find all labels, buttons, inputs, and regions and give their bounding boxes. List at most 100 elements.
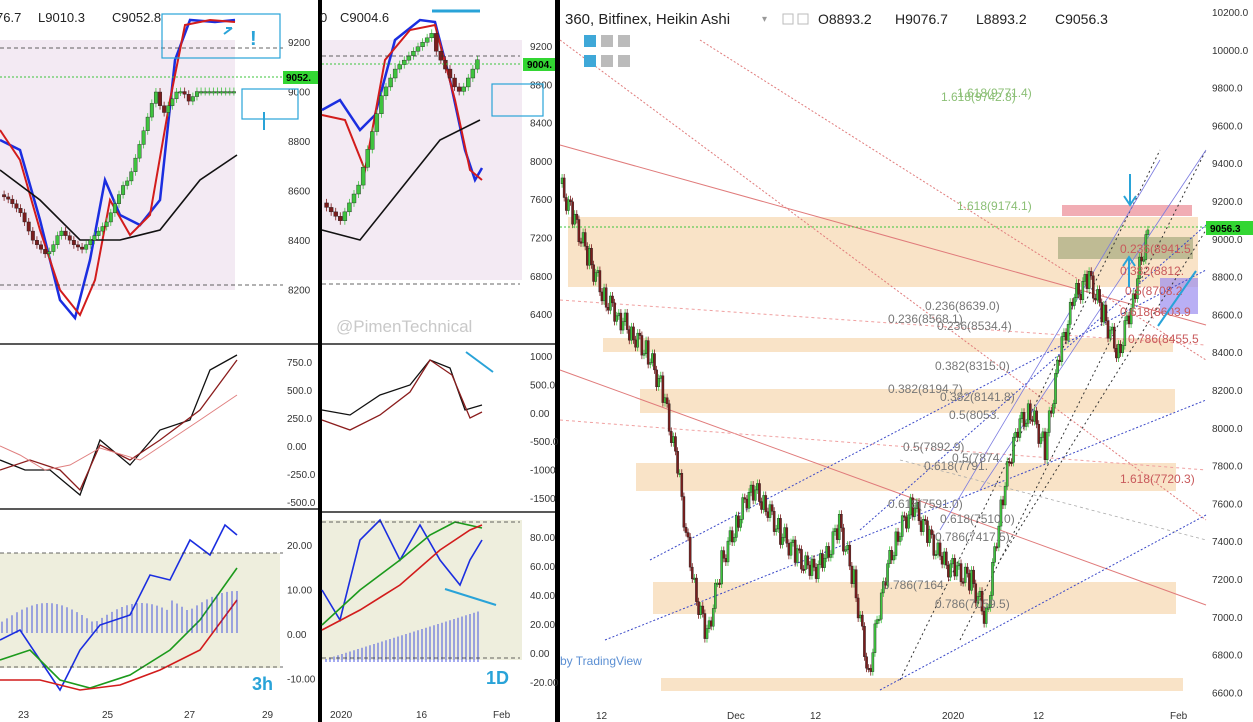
left-ma-line [0,154,238,241]
candle [338,216,343,221]
candle [814,567,818,579]
candle [39,244,43,250]
candle [903,515,906,518]
left-rsi-green [0,567,238,689]
candle [934,554,938,556]
candle [219,91,224,94]
left-rsi-tick: 10.00 [287,586,312,597]
fib-label: 0.5(8053. [949,408,1000,422]
candle [1102,304,1106,323]
trendline [559,369,1207,606]
left-indicators [0,18,238,692]
candle [984,607,988,624]
candle [351,193,357,204]
candle [365,149,370,168]
trendline [859,224,1207,531]
candle [730,530,734,543]
candle [938,542,942,557]
candle [804,555,807,570]
fib-label: 0.786(7164. [883,578,947,592]
candle [470,68,476,79]
candle [1043,431,1047,460]
candle [137,144,142,159]
mid-red-line [321,23,483,181]
candle [461,86,466,92]
mid-price-bg [322,40,522,280]
candle [999,499,1003,527]
main-price-tick: 9600.0 [1212,121,1243,132]
fib-label: 1.618(9771.4) [957,86,1032,100]
candle [718,582,721,585]
candle [1110,326,1114,331]
candle [1104,304,1108,322]
candle [611,295,614,304]
candle [636,332,639,348]
candle [1142,259,1146,262]
candle [919,520,923,532]
left-osc-line-2 [0,359,238,492]
candle [833,528,837,532]
mid-osc-tick: -1500 [530,494,556,505]
candle [1022,412,1026,427]
candle [741,497,744,520]
candle [613,302,616,322]
main-price-tag [1206,221,1253,235]
candle [665,397,669,404]
candle [947,564,950,578]
exclamation-icon: ! [250,28,257,50]
candle [932,534,936,556]
mid-osc-tick: 0.00 [530,409,550,420]
mid-ma-line [321,119,481,241]
left-red-line [0,18,236,317]
divider-main [555,0,560,722]
fib-label: 0.618(7510.0) [940,512,1015,526]
mid-osc-line [321,359,483,416]
mid-price-tick: 8800 [530,80,553,91]
candle [617,312,621,317]
candle [567,199,570,211]
candle [705,628,709,639]
candle [760,501,763,510]
mid-rsi-red [321,524,483,631]
mid-price-tick: 8000 [530,157,553,168]
close-icon[interactable] [797,13,809,25]
main-x-tick: 12 [810,711,822,722]
candle [638,332,642,336]
candle [688,536,692,568]
tradingview-label: by TradingView [560,654,642,668]
left-rsi-tick: -10.00 [287,675,316,686]
fib-label: 0.5(7874. [952,451,1003,465]
candle [1012,436,1015,463]
candle [108,212,113,223]
candle [195,91,199,97]
candle [370,131,375,150]
candle [957,563,961,567]
candle [703,613,707,639]
indicator-icons[interactable] [584,35,630,67]
candle [974,583,978,604]
settings-icon[interactable] [782,13,794,25]
candle [739,519,742,528]
candle [869,668,873,672]
left-osc-tick: 250.0 [287,414,312,425]
mid-osc-tick: 500.0 [530,380,555,391]
chevron-down-icon[interactable]: ▾ [762,14,767,25]
main-title: 360, Bitfinex, Heikin Ashi [565,11,730,28]
candle [966,566,969,574]
candle [963,566,967,583]
candle [117,194,121,204]
candle [997,525,1001,548]
candle [592,264,595,282]
candle [898,536,902,542]
candle [753,489,757,501]
fib-label: 0.786(7059.5) [935,597,1010,611]
candle [663,397,667,403]
candle [825,546,828,559]
candle [379,95,384,114]
candle [940,555,944,565]
fib-label: 1.618(7720.3) [1120,472,1195,486]
candle [1071,301,1074,306]
candle [55,235,60,245]
candle [810,558,814,576]
candle [690,566,694,580]
